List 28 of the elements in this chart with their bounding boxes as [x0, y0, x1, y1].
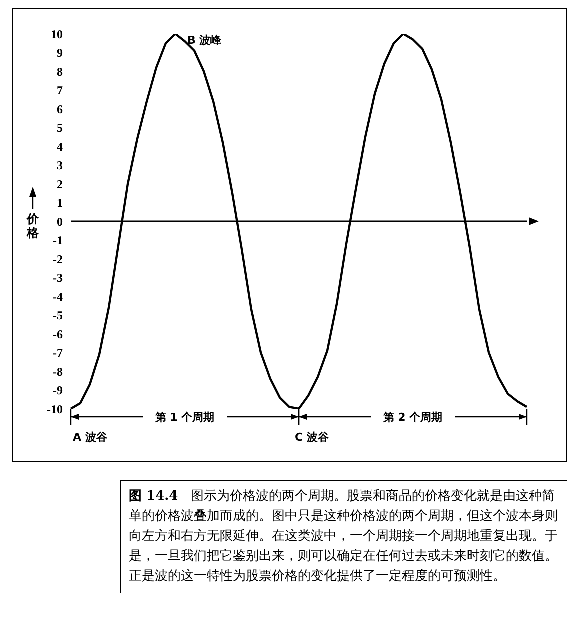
y-tick-label: 1: [57, 196, 63, 210]
text: 第 2 个周期: [382, 411, 443, 424]
text: 第 1 个周期: [154, 411, 215, 424]
y-tick-label: 8: [57, 64, 63, 79]
text: 图 14.4: [129, 489, 178, 504]
y-tick-label: 3: [57, 158, 63, 173]
y-tick-label: 10: [51, 27, 63, 42]
y-tick-label: -7: [53, 346, 63, 360]
y-tick-label: -4: [53, 290, 63, 304]
y-tick-label: 4: [57, 140, 63, 154]
y-axis-title: 价格: [26, 212, 40, 240]
y-tick-label: 2: [57, 177, 63, 192]
y-tick-label: 5: [57, 121, 63, 136]
y-tick-label: -5: [53, 308, 63, 323]
y-tick-label: -2: [53, 252, 63, 266]
y-tick-label: 6: [57, 102, 63, 116]
y-tick-label: -10: [47, 402, 63, 416]
y-tick-label: -9: [53, 384, 63, 398]
text: C 波谷: [295, 431, 330, 444]
text: A 波谷: [73, 431, 108, 444]
y-tick-label: 7: [57, 84, 63, 98]
y-tick-label: 9: [57, 46, 63, 60]
y-tick-label: -8: [53, 364, 63, 379]
y-tick-label: -6: [53, 327, 63, 342]
y-tick-label: -3: [53, 271, 63, 286]
y-tick-label: -1: [53, 234, 63, 248]
annotation: B 波峰: [188, 34, 223, 47]
y-tick-label: 0: [57, 214, 63, 229]
